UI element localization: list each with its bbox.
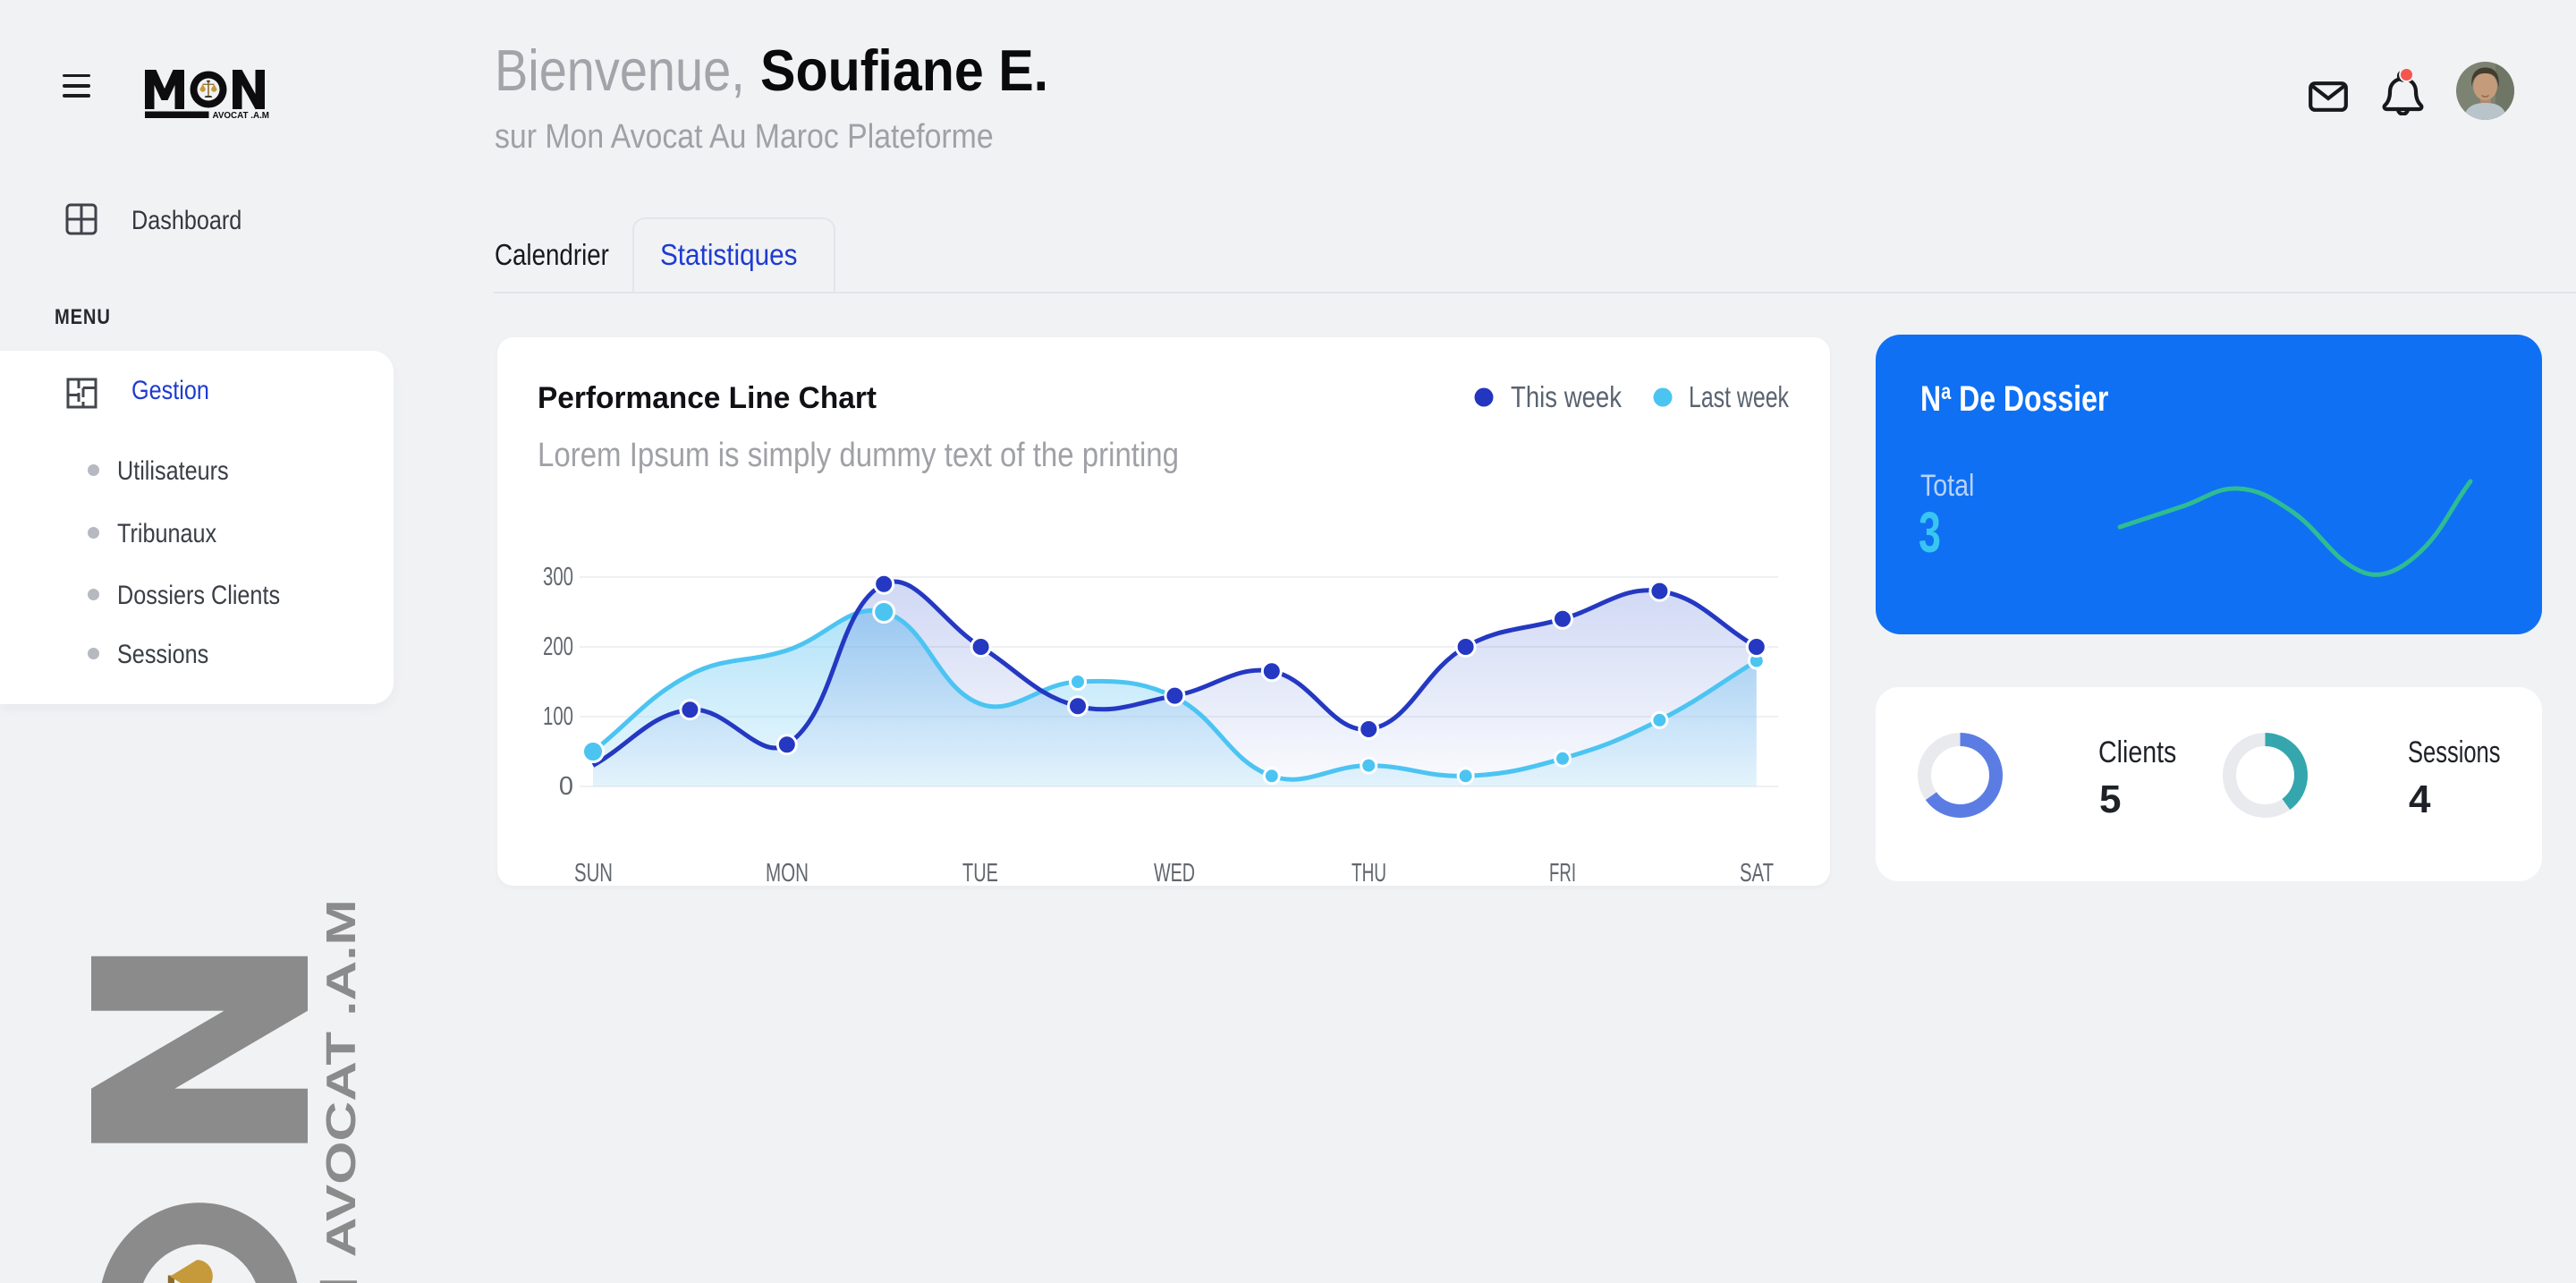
- svg-text:Lorem Ipsum is simply dummy te: Lorem Ipsum is simply dummy text of the …: [538, 437, 1179, 474]
- svg-text:WED: WED: [1154, 859, 1195, 886]
- svg-text:200: 200: [543, 633, 573, 661]
- svg-text:0: 0: [559, 772, 573, 801]
- svg-text:300: 300: [543, 563, 573, 591]
- svg-text:THU: THU: [1352, 859, 1386, 886]
- svg-text:AVOCAT .A.M: AVOCAT .A.M: [318, 899, 365, 1257]
- svg-text:Performance Line Chart: Performance Line Chart: [538, 381, 877, 415]
- svg-text:FRI: FRI: [1549, 859, 1576, 886]
- svg-text:SAT: SAT: [1740, 859, 1774, 886]
- svg-text:TUE: TUE: [962, 859, 998, 886]
- svg-text:SUN: SUN: [574, 859, 613, 886]
- svg-text:MON: MON: [766, 859, 809, 886]
- svg-text:This week: This week: [1511, 380, 1622, 413]
- svg-text:100: 100: [543, 702, 573, 731]
- svg-text:Last week: Last week: [1689, 380, 1789, 413]
